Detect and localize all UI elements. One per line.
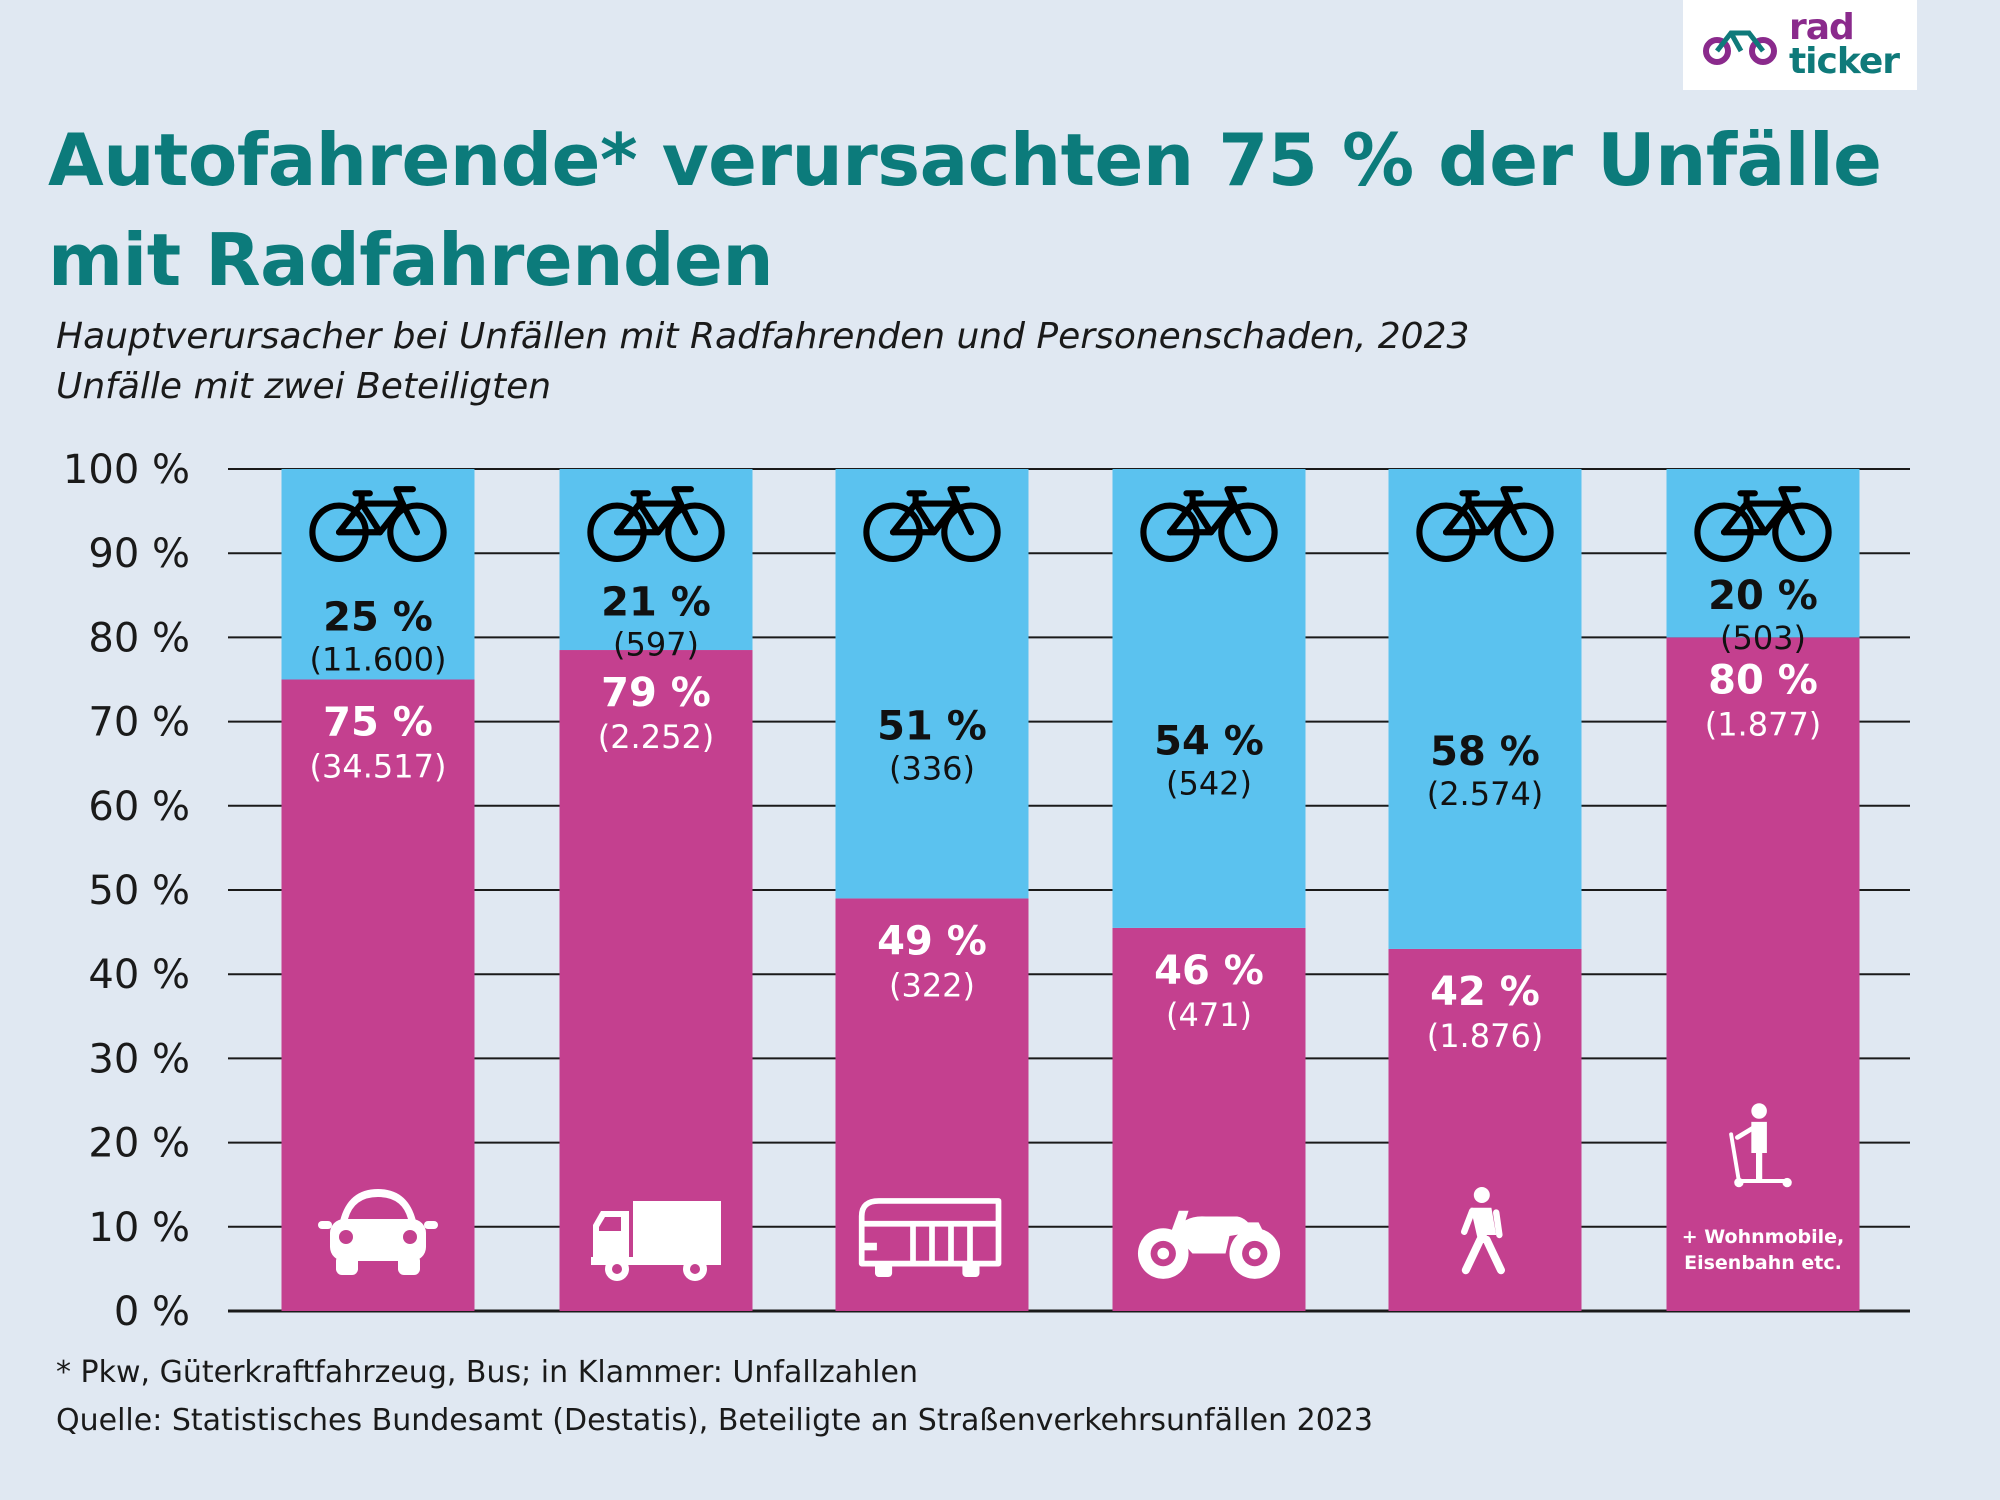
y-tick-label: 0 % xyxy=(114,1289,190,1335)
other-count-label: (1.877) xyxy=(1705,705,1822,743)
chart-subtitle: Hauptverursacher bei Unfällen mit Radfah… xyxy=(56,312,1856,412)
icon-caption: + Wohnmobile, xyxy=(1682,1226,1845,1248)
cyclist-share-label: 58 % xyxy=(1430,729,1540,775)
cyclist-count-label: (336) xyxy=(889,750,975,788)
other-count-label: (322) xyxy=(889,966,975,1004)
bar-segment-cyclist xyxy=(1666,469,1860,638)
other-count-label: (471) xyxy=(1166,996,1252,1034)
bar-segment-cyclist xyxy=(559,469,753,651)
cyclist-count-label: (11.600) xyxy=(310,640,447,678)
icon-caption: Eisenbahn etc. xyxy=(1684,1252,1842,1274)
subtitle-line-1: Hauptverursacher bei Unfällen mit Radfah… xyxy=(56,316,1470,357)
other-count-label: (2.252) xyxy=(598,718,715,756)
cyclist-count-label: (503) xyxy=(1720,619,1806,657)
cyclist-share-label: 21 % xyxy=(601,580,711,626)
bar-segment-other xyxy=(1388,948,1582,1311)
y-tick-label: 90 % xyxy=(88,531,190,577)
cyclist-share-label: 51 % xyxy=(877,704,987,750)
y-tick-label: 80 % xyxy=(88,615,190,661)
chart-title: Autofahrende* verursachten 75 % der Unfä… xyxy=(48,118,1882,302)
y-tick-label: 40 % xyxy=(88,952,190,998)
other-share-label: 49 % xyxy=(877,918,987,964)
y-tick-label: 30 % xyxy=(88,1036,190,1082)
bar-segment-other xyxy=(559,650,753,1311)
logo-line-2: ticker xyxy=(1788,41,1900,82)
y-tick-label: 20 % xyxy=(88,1121,190,1167)
cyclist-count-label: (597) xyxy=(613,626,699,664)
source-note: Quelle: Statistisches Bundesamt (Destati… xyxy=(56,1403,1373,1438)
other-share-label: 46 % xyxy=(1154,948,1264,994)
y-tick-label: 100 % xyxy=(63,447,190,493)
cyclist-share-label: 25 % xyxy=(323,594,433,640)
other-share-label: 75 % xyxy=(323,700,433,746)
y-tick-label: 60 % xyxy=(88,784,190,830)
other-count-label: (34.517) xyxy=(310,748,447,786)
bar-segment-cyclist xyxy=(1388,469,1582,949)
other-share-label: 42 % xyxy=(1430,969,1540,1015)
other-count-label: (1.876) xyxy=(1427,1017,1544,1055)
logo-line-1: rad xyxy=(1788,7,1855,48)
cyclist-count-label: (542) xyxy=(1166,764,1252,802)
y-tick-label: 50 % xyxy=(88,868,190,914)
other-share-label: 79 % xyxy=(601,670,711,716)
other-share-label: 80 % xyxy=(1708,657,1818,703)
cyclist-count-label: (2.574) xyxy=(1427,775,1544,813)
footnote: * Pkw, Güterkraftfahrzeug, Bus; in Klamm… xyxy=(56,1355,918,1390)
cyclist-share-label: 54 % xyxy=(1154,718,1264,764)
logo: rad ticker xyxy=(1683,0,1917,90)
cyclist-share-label: 20 % xyxy=(1708,573,1818,619)
subtitle-line-2: Unfälle mit zwei Beteiligten xyxy=(56,366,552,407)
logo-bike-icon xyxy=(1702,30,1777,65)
y-tick-label: 70 % xyxy=(88,700,190,746)
bar-segment-other xyxy=(1666,637,1860,1311)
y-tick-label: 10 % xyxy=(88,1205,190,1251)
